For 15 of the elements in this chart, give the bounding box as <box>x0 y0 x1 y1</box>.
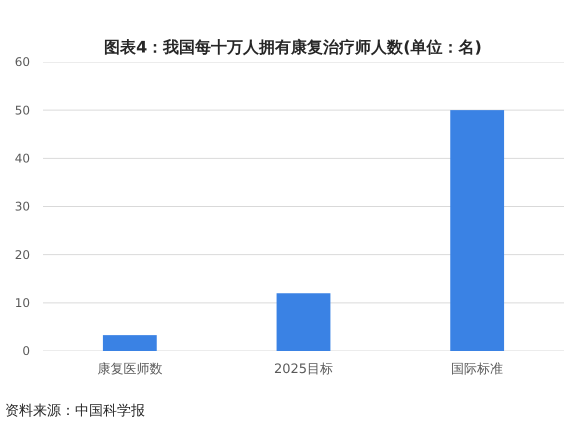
y-tick-label: 10 <box>14 296 30 310</box>
y-tick-label: 30 <box>14 200 30 214</box>
y-tick-label: 20 <box>14 248 30 262</box>
text: 资料来源：中国科学报 <box>5 403 145 419</box>
bar <box>102 335 157 351</box>
y-tick-label: 60 <box>14 55 30 70</box>
bar <box>276 293 330 351</box>
bar <box>450 110 504 351</box>
x-tick-label: 康复医师数 <box>97 362 162 377</box>
y-tick-label: 40 <box>14 152 30 166</box>
chart-title: 图表4：我国每十万人拥有康复治疗师人数(单位：名) <box>104 38 482 57</box>
y-tick-label: 0 <box>22 344 30 358</box>
x-tick-label: 国际标准 <box>451 362 504 377</box>
x-tick-label: 2025目标 <box>274 362 334 377</box>
y-tick-label: 50 <box>14 103 30 118</box>
